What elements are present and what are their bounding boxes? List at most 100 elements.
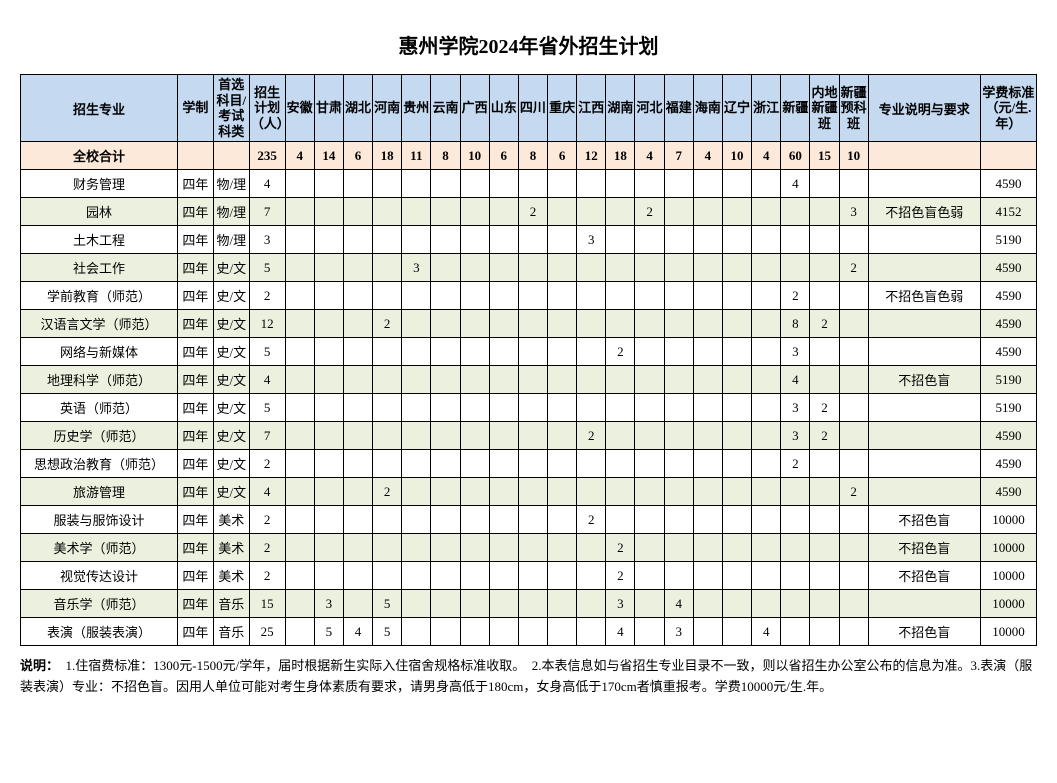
- header-province-4: 贵州: [402, 75, 431, 142]
- cell-prov-16: [752, 450, 781, 478]
- table-row: 思想政治教育（师范）四年史/文224590: [21, 450, 1037, 478]
- cell-prov-18: [810, 590, 839, 618]
- total-label: 全校合计: [21, 142, 178, 170]
- total-fee: [980, 142, 1036, 170]
- cell-prov-5: [431, 506, 460, 534]
- cell-prov-15: [722, 562, 751, 590]
- cell-prov-16: [752, 534, 781, 562]
- cell-prov-14: [693, 394, 722, 422]
- cell-subject: 史/文: [213, 338, 249, 366]
- total-plan: 235: [249, 142, 285, 170]
- cell-prov-6: [460, 282, 489, 310]
- cell-prov-19: [839, 618, 868, 646]
- cell-prov-3: [373, 282, 402, 310]
- cell-prov-3: 2: [373, 478, 402, 506]
- cell-prov-3: [373, 562, 402, 590]
- cell-prov-13: [664, 310, 693, 338]
- cell-prov-13: [664, 366, 693, 394]
- cell-prov-16: [752, 422, 781, 450]
- cell-prov-7: [489, 534, 518, 562]
- cell-prov-11: [606, 310, 635, 338]
- cell-prov-5: [431, 366, 460, 394]
- cell-prov-16: [752, 310, 781, 338]
- cell-prov-0: [285, 310, 314, 338]
- cell-prov-8: [518, 618, 547, 646]
- cell-prov-9: [548, 338, 577, 366]
- table-row: 表演（服装表演）四年音乐25545434不招色盲10000: [21, 618, 1037, 646]
- cell-prov-10: [577, 254, 606, 282]
- cell-prov-2: [343, 506, 372, 534]
- header-province-5: 云南: [431, 75, 460, 142]
- cell-desc: 不招色盲: [868, 366, 980, 394]
- cell-prov-4: [402, 394, 431, 422]
- cell-prov-15: [722, 310, 751, 338]
- cell-prov-16: [752, 338, 781, 366]
- header-province-15: 辽宁: [722, 75, 751, 142]
- cell-major: 学前教育（师范）: [21, 282, 178, 310]
- cell-desc: [868, 338, 980, 366]
- total-cell-18: 15: [810, 142, 839, 170]
- cell-prov-9: [548, 478, 577, 506]
- cell-prov-8: [518, 394, 547, 422]
- cell-prov-18: [810, 450, 839, 478]
- cell-desc: 不招色盲: [868, 506, 980, 534]
- cell-prov-0: [285, 254, 314, 282]
- cell-prov-19: [839, 338, 868, 366]
- cell-plan: 7: [249, 422, 285, 450]
- cell-prov-16: [752, 590, 781, 618]
- cell-fee: 10000: [980, 534, 1036, 562]
- cell-prov-1: [314, 226, 343, 254]
- cell-prov-6: [460, 310, 489, 338]
- cell-prov-14: [693, 198, 722, 226]
- cell-fee: 4590: [980, 338, 1036, 366]
- cell-prov-11: [606, 226, 635, 254]
- cell-subject: 史/文: [213, 478, 249, 506]
- cell-prov-19: [839, 506, 868, 534]
- cell-prov-17: [781, 618, 810, 646]
- cell-prov-0: [285, 506, 314, 534]
- cell-prov-11: 2: [606, 534, 635, 562]
- cell-prov-0: [285, 562, 314, 590]
- total-cell-15: 10: [722, 142, 751, 170]
- cell-prov-18: [810, 618, 839, 646]
- cell-prov-2: [343, 450, 372, 478]
- cell-duration: 四年: [177, 478, 213, 506]
- cell-major: 服装与服饰设计: [21, 506, 178, 534]
- cell-prov-3: [373, 198, 402, 226]
- cell-duration: 四年: [177, 366, 213, 394]
- cell-prov-6: [460, 338, 489, 366]
- cell-prov-1: [314, 254, 343, 282]
- cell-prov-6: [460, 478, 489, 506]
- cell-fee: 4590: [980, 170, 1036, 198]
- cell-prov-4: [402, 618, 431, 646]
- cell-subject: 美术: [213, 562, 249, 590]
- cell-prov-17: [781, 506, 810, 534]
- cell-prov-3: [373, 450, 402, 478]
- cell-prov-6: [460, 422, 489, 450]
- header-province-18: 内地新疆班: [810, 75, 839, 142]
- cell-prov-11: [606, 506, 635, 534]
- cell-prov-10: [577, 562, 606, 590]
- enrollment-table: 招生专业 学制 首选科目/考试科类 招生计划（人） 安徽甘肃湖北河南贵州云南广西…: [20, 74, 1037, 646]
- cell-prov-7: [489, 366, 518, 394]
- cell-prov-18: [810, 254, 839, 282]
- cell-prov-16: [752, 170, 781, 198]
- cell-prov-16: [752, 226, 781, 254]
- header-province-10: 江西: [577, 75, 606, 142]
- header-province-1: 甘肃: [314, 75, 343, 142]
- cell-prov-0: [285, 590, 314, 618]
- cell-prov-14: [693, 450, 722, 478]
- cell-prov-12: [635, 394, 664, 422]
- cell-prov-5: [431, 282, 460, 310]
- cell-prov-17: [781, 198, 810, 226]
- cell-duration: 四年: [177, 506, 213, 534]
- cell-prov-14: [693, 506, 722, 534]
- cell-prov-2: [343, 338, 372, 366]
- cell-prov-5: [431, 254, 460, 282]
- table-row: 旅游管理四年史/文4224590: [21, 478, 1037, 506]
- cell-prov-9: [548, 450, 577, 478]
- cell-prov-9: [548, 254, 577, 282]
- cell-prov-4: [402, 310, 431, 338]
- cell-prov-17: 2: [781, 282, 810, 310]
- footnote-label: 说明：: [20, 658, 53, 673]
